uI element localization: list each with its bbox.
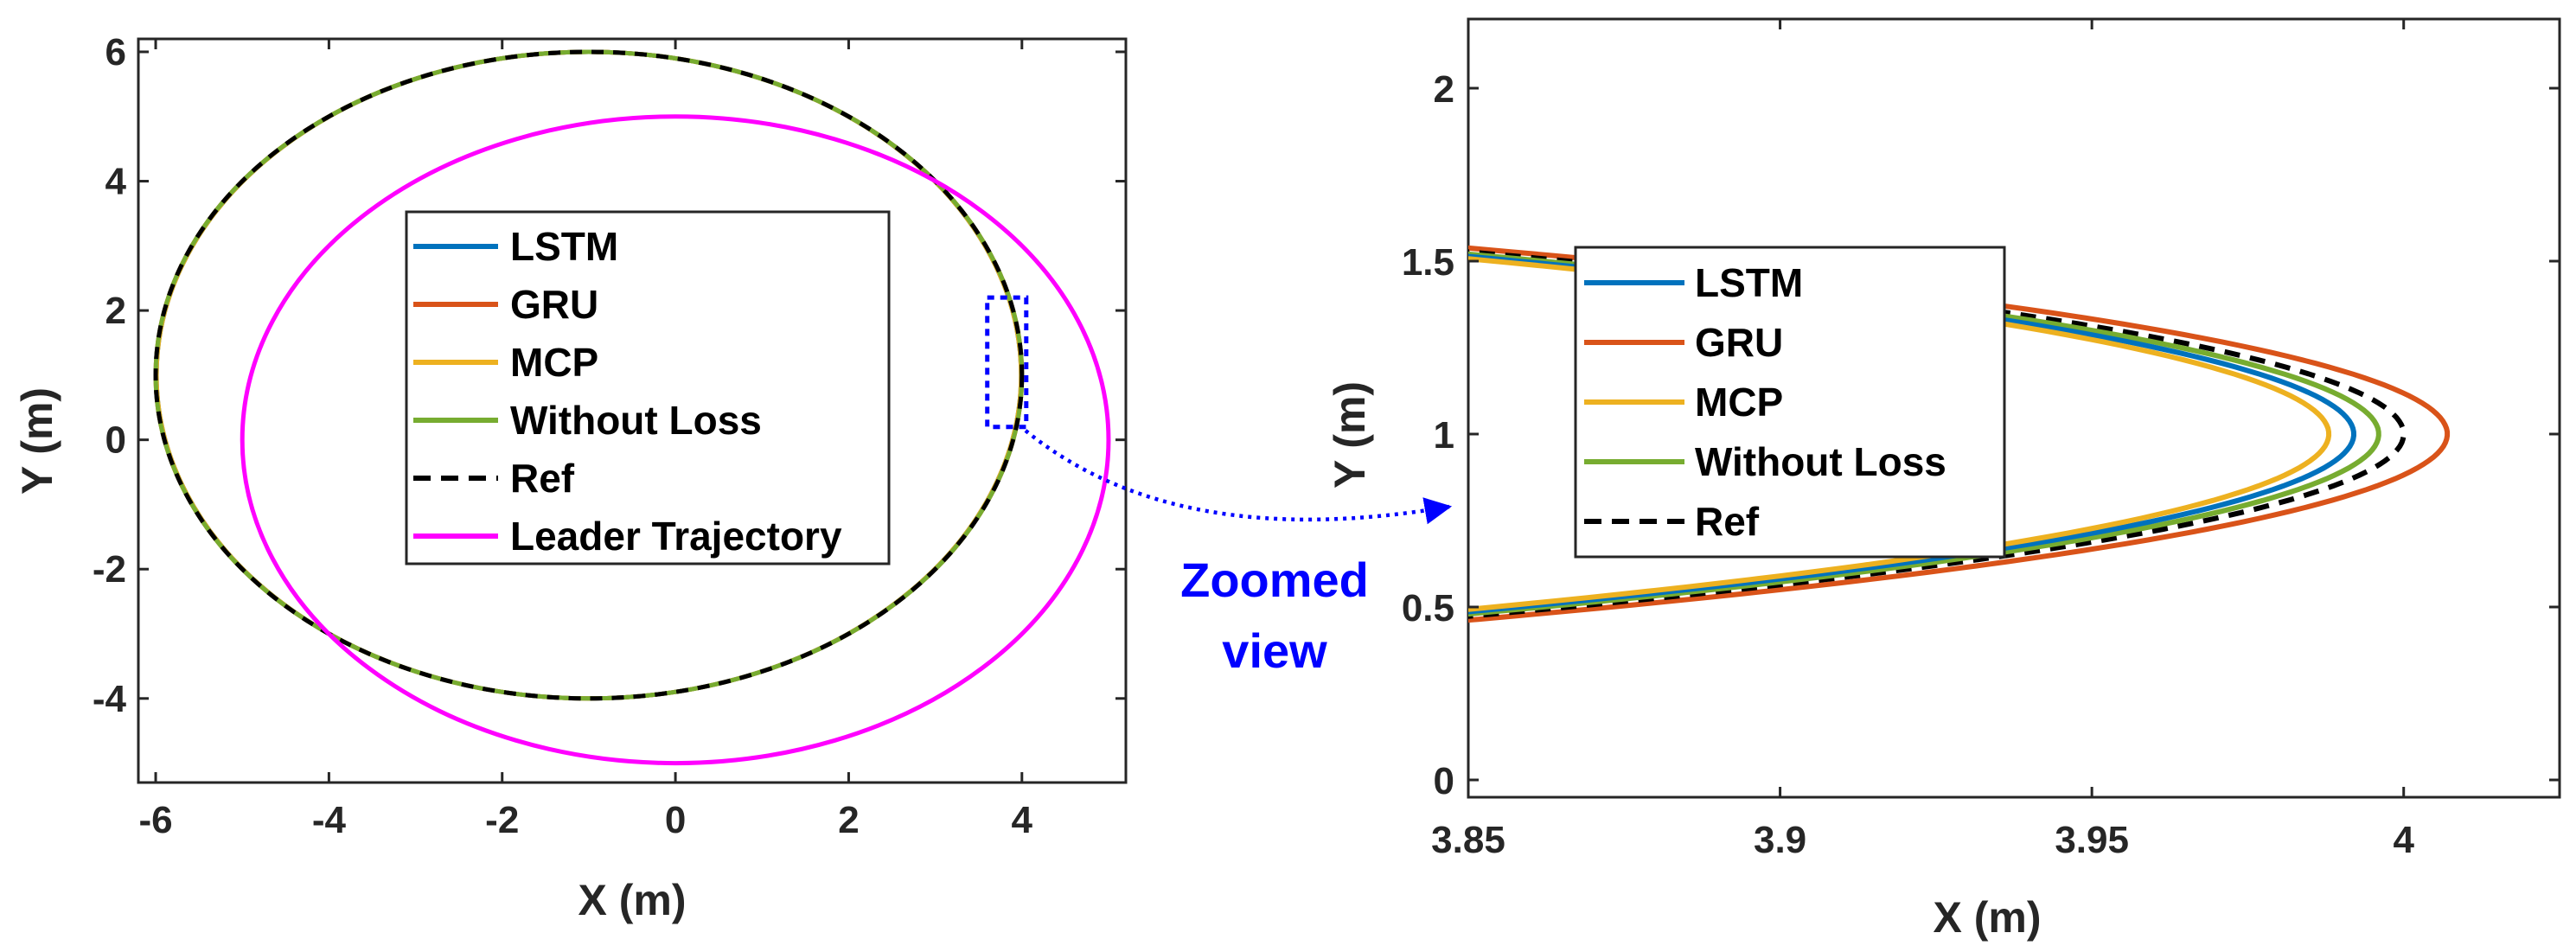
- right-xlabel: X (m): [1934, 893, 2042, 942]
- left-legend: LSTM GRU MCP Without Loss Ref Leader Trajecto…: [405, 210, 891, 565]
- right-xtick-label: 3.95: [2055, 819, 2129, 861]
- right-series-without-loss: [1468, 251, 2381, 617]
- left-series-group: [153, 49, 1111, 766]
- right-ytick-label: 1.5: [1402, 241, 1454, 284]
- right-series-ref: [1468, 249, 2407, 619]
- left-legend-label-lstm: LSTM: [510, 224, 618, 269]
- left-legend-label-mcp: MCP: [510, 340, 598, 385]
- right-legend-label-ref: Ref: [1695, 499, 1760, 544]
- zoomed-view-label-line1: Zoomed: [1180, 553, 1369, 607]
- left-ytick-label: 4: [105, 161, 127, 203]
- left-xtick-label: 2: [838, 799, 859, 841]
- left-legend-label-gru: GRU: [510, 282, 598, 327]
- right-legend-label-lstm: LSTM: [1695, 260, 1803, 305]
- left-xtick-label: -2: [485, 799, 519, 841]
- left-legend-box: [405, 210, 891, 565]
- right-ytick-label: 0.5: [1402, 587, 1454, 629]
- right-xtick-label: 4: [2393, 819, 2414, 861]
- right-ytick-label: 0: [1434, 760, 1454, 802]
- right-legend-label-without-loss: Without Loss: [1695, 439, 1946, 484]
- left-chart: -6 -4 -2 0 2 4 -4 -2 0 2 4 6 X (m) Y (m) LSTM GRU MCP…: [13, 31, 1128, 924]
- left-ylabel: Y (m): [13, 387, 61, 495]
- right-ytick-label: 2: [1434, 68, 1454, 111]
- right-series-gru: [1468, 245, 2451, 623]
- right-ylabel: Y (m): [1326, 381, 1374, 489]
- left-xtick-label: 0: [665, 799, 686, 841]
- right-series-lstm: [1468, 253, 2357, 615]
- left-series-leader-trajectory: [240, 114, 1111, 766]
- right-series-mcp: [1468, 256, 2332, 612]
- left-xtick-label: -6: [138, 799, 172, 841]
- left-xtick-label: -4: [312, 799, 347, 841]
- right-legend-label-gru: GRU: [1695, 320, 1783, 365]
- left-ticks: -6 -4 -2 0 2 4 -4 -2 0 2 4 6: [93, 31, 1126, 841]
- left-legend-label-without-loss: Without Loss: [510, 398, 762, 443]
- left-ytick-label: -4: [93, 678, 127, 720]
- left-ytick-label: 2: [105, 290, 126, 332]
- right-xtick-label: 3.85: [1431, 819, 1505, 861]
- left-xlabel: X (m): [578, 876, 687, 924]
- right-ticks: 3.85 3.9 3.95 4 0 0.5 1 1.5 2: [1402, 19, 2560, 861]
- left-xtick-label: 4: [1012, 799, 1033, 841]
- left-series-ref: [153, 49, 1025, 701]
- left-legend-label-leader-trajectory: Leader Trajectory: [510, 514, 842, 559]
- left-ytick-label: 6: [105, 31, 126, 73]
- right-legend: LSTM GRU MCP Without Loss Ref: [1574, 246, 2006, 559]
- zoom-arrow: [1024, 429, 1453, 525]
- right-ytick-label: 1: [1434, 414, 1454, 457]
- left-ytick-label: -2: [93, 548, 126, 591]
- right-legend-label-mcp: MCP: [1695, 380, 1783, 425]
- right-series-group: [1468, 245, 2451, 623]
- left-ytick-label: 0: [105, 419, 126, 462]
- zoom-box: [985, 295, 1029, 430]
- zoomed-view-label-line2: view: [1222, 623, 1327, 678]
- right-xtick-label: 3.9: [1754, 819, 1806, 861]
- left-legend-label-ref: Ref: [510, 456, 575, 501]
